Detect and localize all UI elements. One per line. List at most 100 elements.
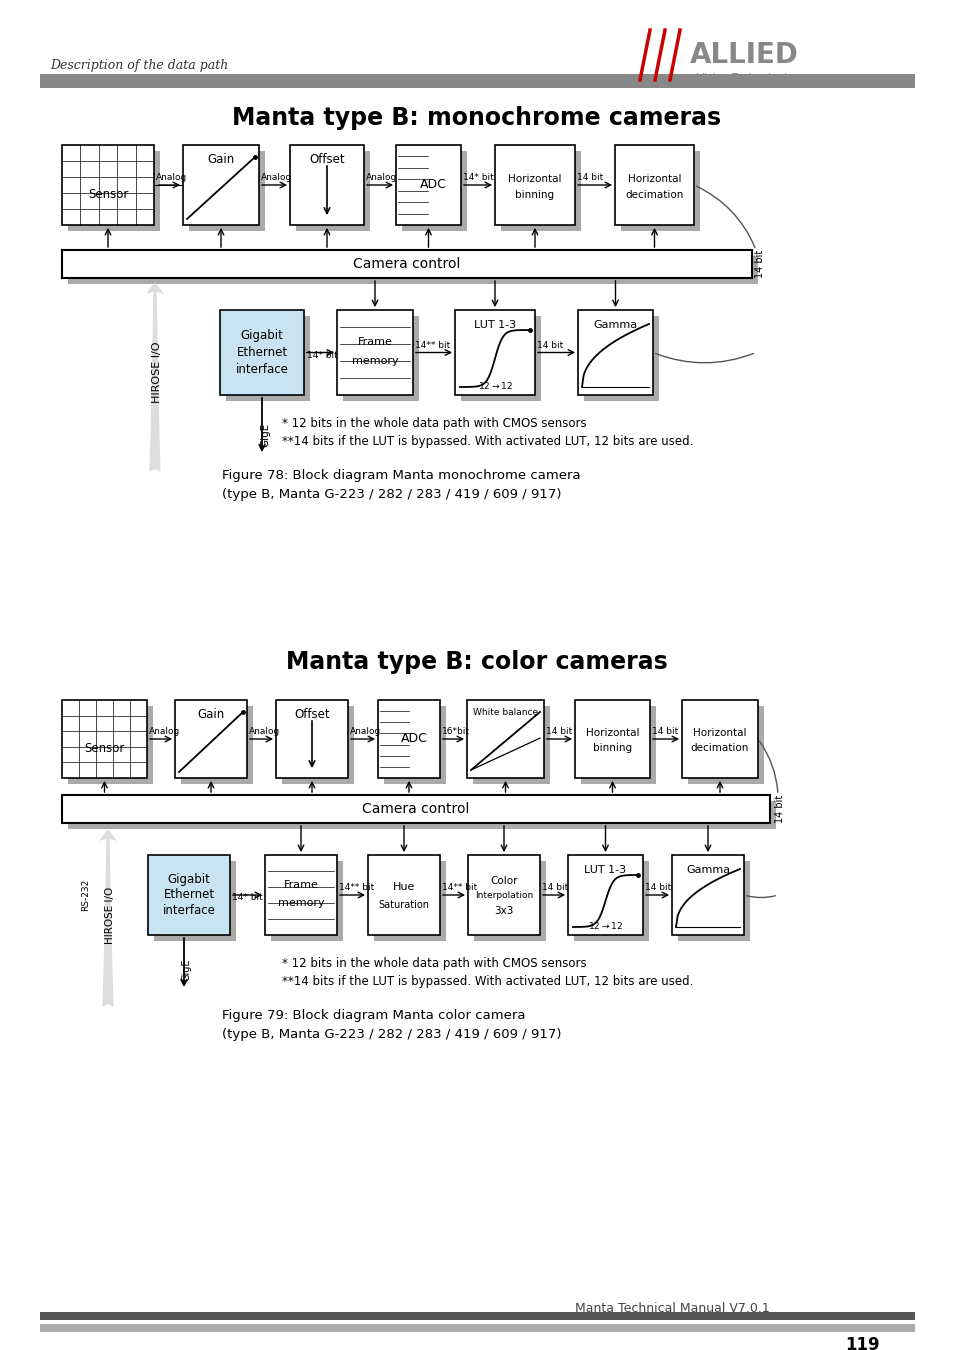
Text: Description of the data path: Description of the data path [50, 58, 228, 72]
Text: 14 bit: 14 bit [577, 173, 602, 182]
Text: Sensor: Sensor [84, 743, 125, 755]
Text: 14 bit: 14 bit [545, 728, 572, 736]
Text: Frame: Frame [357, 338, 392, 347]
Text: 119: 119 [844, 1336, 879, 1350]
Text: Analog: Analog [366, 173, 396, 182]
Text: Sensor: Sensor [88, 188, 128, 201]
Bar [575, 701, 649, 778]
Bar [671, 855, 743, 936]
Text: Interpolation: Interpolation [475, 891, 533, 899]
Text: 14** bit: 14** bit [441, 883, 476, 892]
Bar [68, 706, 152, 784]
Text: Analog: Analog [249, 728, 280, 736]
Text: Color: Color [490, 876, 517, 886]
Bar [460, 316, 540, 401]
Bar [271, 861, 343, 941]
Bar [183, 144, 258, 225]
Text: Horizontal: Horizontal [585, 728, 639, 737]
Text: 14 bit: 14 bit [651, 728, 678, 736]
Text: $12 \rightarrow 12$: $12 \rightarrow 12$ [587, 919, 622, 931]
Bar [620, 151, 700, 231]
Text: interface: interface [162, 904, 215, 918]
Text: 16*bit: 16*bit [441, 728, 470, 736]
Text: decimation: decimation [690, 744, 748, 753]
Text: 14* bit: 14* bit [462, 173, 494, 182]
Bar [153, 861, 235, 941]
Text: Camera control: Camera control [353, 256, 460, 271]
Text: 14* bit: 14* bit [307, 351, 337, 360]
Bar [265, 855, 336, 936]
Text: Camera control: Camera control [362, 802, 469, 815]
Bar [189, 151, 265, 231]
Text: memory: memory [352, 356, 398, 366]
Bar [384, 706, 446, 784]
Text: **14 bits if the LUT is bypassed. With activated LUT, 12 bits are used.: **14 bits if the LUT is bypassed. With a… [282, 975, 693, 987]
Text: 14 bit: 14 bit [537, 340, 562, 350]
Bar [495, 144, 575, 225]
Text: Offset: Offset [294, 707, 330, 721]
Text: RS-232: RS-232 [81, 879, 91, 911]
Text: VIsion Technologies: VIsion Technologies [697, 73, 799, 82]
Text: Manta type B: color cameras: Manta type B: color cameras [286, 649, 667, 674]
Text: interface: interface [235, 363, 288, 377]
Bar [687, 706, 763, 784]
Bar [615, 144, 693, 225]
Text: Frame: Frame [283, 880, 318, 891]
Bar [220, 310, 304, 396]
Bar [681, 701, 758, 778]
Text: memory: memory [277, 898, 324, 909]
Bar [474, 861, 545, 941]
Text: Saturation: Saturation [378, 899, 429, 910]
Text: Analog: Analog [156, 173, 187, 182]
Text: ADC: ADC [400, 733, 427, 745]
Bar [68, 256, 758, 284]
Bar [678, 861, 749, 941]
Text: 14* bit: 14* bit [232, 892, 262, 902]
Bar [455, 310, 535, 396]
Text: * 12 bits in the whole data path with CMOS sensors: * 12 bits in the whole data path with CM… [282, 957, 586, 969]
Bar [68, 151, 160, 231]
Text: Gain: Gain [207, 153, 234, 166]
Bar [275, 701, 348, 778]
Text: 3x3: 3x3 [494, 906, 513, 917]
Bar [40, 74, 914, 88]
Bar [467, 701, 543, 778]
Bar [62, 250, 751, 278]
Bar [336, 310, 413, 396]
Text: binning: binning [515, 189, 554, 200]
Text: 14 bit: 14 bit [774, 795, 784, 824]
Bar [40, 1312, 914, 1320]
Text: Horizontal: Horizontal [693, 728, 746, 737]
Text: GigE: GigE [182, 958, 192, 981]
Text: 14 bit: 14 bit [644, 883, 671, 892]
Bar [295, 151, 370, 231]
Text: Gigabit: Gigabit [168, 872, 211, 886]
Text: Ethernet: Ethernet [163, 888, 214, 902]
Text: Offset: Offset [309, 153, 344, 166]
Text: ALLIED: ALLIED [689, 40, 798, 69]
Text: LUT 1-3: LUT 1-3 [474, 320, 516, 329]
Text: Figure 79: Block diagram Manta color camera
(type B, Manta G-223 / 282 / 283 / 4: Figure 79: Block diagram Manta color cam… [222, 1008, 561, 1041]
Bar [226, 316, 310, 401]
Text: binning: binning [593, 744, 632, 753]
Bar [580, 706, 656, 784]
Bar [401, 151, 467, 231]
Bar [583, 316, 659, 401]
Text: White balance: White balance [473, 707, 537, 717]
Bar [68, 801, 775, 829]
Bar [578, 310, 652, 396]
Bar [62, 701, 147, 778]
Bar [377, 701, 439, 778]
Bar [62, 795, 769, 824]
Text: Analog: Analog [149, 728, 180, 736]
Bar [290, 144, 364, 225]
Text: 14** bit: 14** bit [415, 340, 450, 350]
Text: Hue: Hue [393, 882, 415, 892]
Text: Figure 78: Block diagram Manta monochrome camera
(type B, Manta G-223 / 282 / 28: Figure 78: Block diagram Manta monochrom… [222, 468, 580, 501]
Bar [62, 144, 153, 225]
Text: 14 bit: 14 bit [541, 883, 568, 892]
Text: $12 \rightarrow 12$: $12 \rightarrow 12$ [477, 379, 512, 391]
Text: GigE: GigE [260, 423, 270, 447]
Text: HIROSE I/O: HIROSE I/O [105, 887, 115, 944]
Bar [282, 706, 354, 784]
